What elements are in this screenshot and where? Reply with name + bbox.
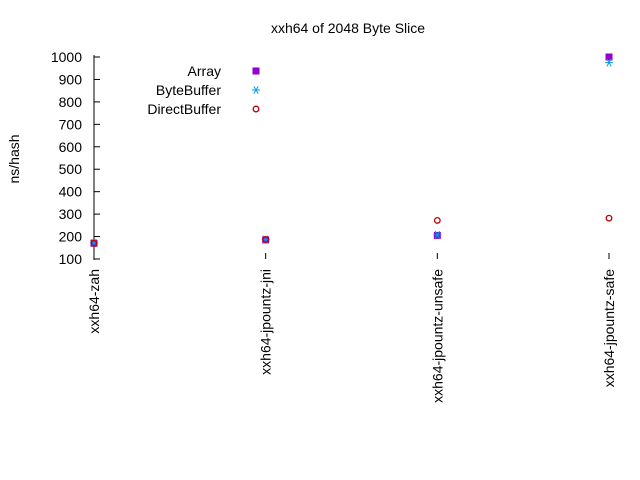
y-tick-label: 200 [59,229,83,245]
y-tick-label: 800 [59,94,83,110]
legend-marker [252,85,260,95]
legend-marker [252,67,260,75]
x-tick-label: xxh64-jpountz-safe [601,269,617,388]
y-tick-label: 700 [59,116,83,132]
y-tick-label: 400 [59,184,83,200]
y-axis-ticks: 100 200 300 400 500 600 700 800 900 1000 [51,49,100,267]
y-tick-label: 300 [59,206,83,222]
data-point [605,214,613,222]
data-points [90,53,613,247]
x-tick-label: xxh64-jpountz-unsafe [429,269,445,403]
y-tick-label: 500 [59,161,83,177]
y-axis-label: ns/hash [6,134,22,183]
data-point [433,230,442,240]
x-tick-label: xxh64-zah [86,269,102,334]
legend-marker [252,105,260,113]
legend-label: DirectBuffer [147,101,221,117]
legend-label: Array [188,63,221,79]
y-tick-label: 1000 [51,49,82,65]
x-axis-ticks: xxh64-zah xxh64-jpountz-jni xxh64-jpountz-… [86,253,617,403]
x-tick-label: xxh64-jpountz-jni [258,269,274,375]
legend: Array ByteBuffer DirectBuffer [147,63,260,117]
y-tick-label: 900 [59,71,83,87]
data-point [605,58,613,67]
data-point [605,53,613,61]
data-point [262,236,270,243]
y-tick-label: 100 [59,251,83,267]
chart-title: xxh64 of 2048 Byte Slice [271,20,425,36]
y-tick-label: 600 [59,139,83,155]
data-point [90,239,98,247]
data-point [433,216,441,224]
legend-label: ByteBuffer [156,82,221,98]
